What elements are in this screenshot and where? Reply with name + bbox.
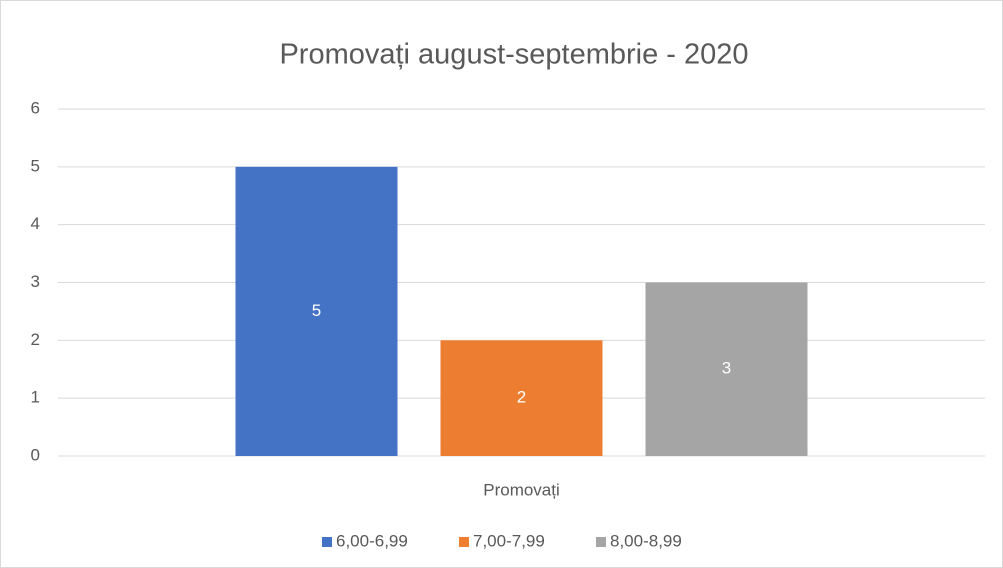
- x-tick-label: Promovați: [483, 480, 560, 499]
- legend-label: 8,00-8,99: [610, 531, 682, 550]
- data-label: 3: [722, 359, 731, 378]
- bar: [440, 340, 603, 456]
- chart-title: Promovați august-septembrie - 2020: [279, 39, 748, 71]
- legend-swatch: [322, 537, 332, 547]
- legend-label: 7,00-7,99: [473, 531, 545, 550]
- legend-swatch: [459, 537, 469, 547]
- y-tick-label: 0: [31, 445, 40, 464]
- y-tick-label: 6: [31, 98, 40, 117]
- data-label: 2: [517, 388, 526, 407]
- data-label: 5: [312, 301, 321, 320]
- bar: [645, 282, 808, 456]
- y-tick-label: 4: [31, 214, 40, 233]
- y-tick-label: 5: [31, 156, 40, 175]
- y-tick-label: 3: [31, 272, 40, 291]
- legend-swatch: [596, 537, 606, 547]
- legend-label: 6,00-6,99: [336, 531, 408, 550]
- y-tick-label: 1: [31, 388, 40, 407]
- y-tick-label: 2: [31, 330, 40, 349]
- bar: [235, 166, 398, 457]
